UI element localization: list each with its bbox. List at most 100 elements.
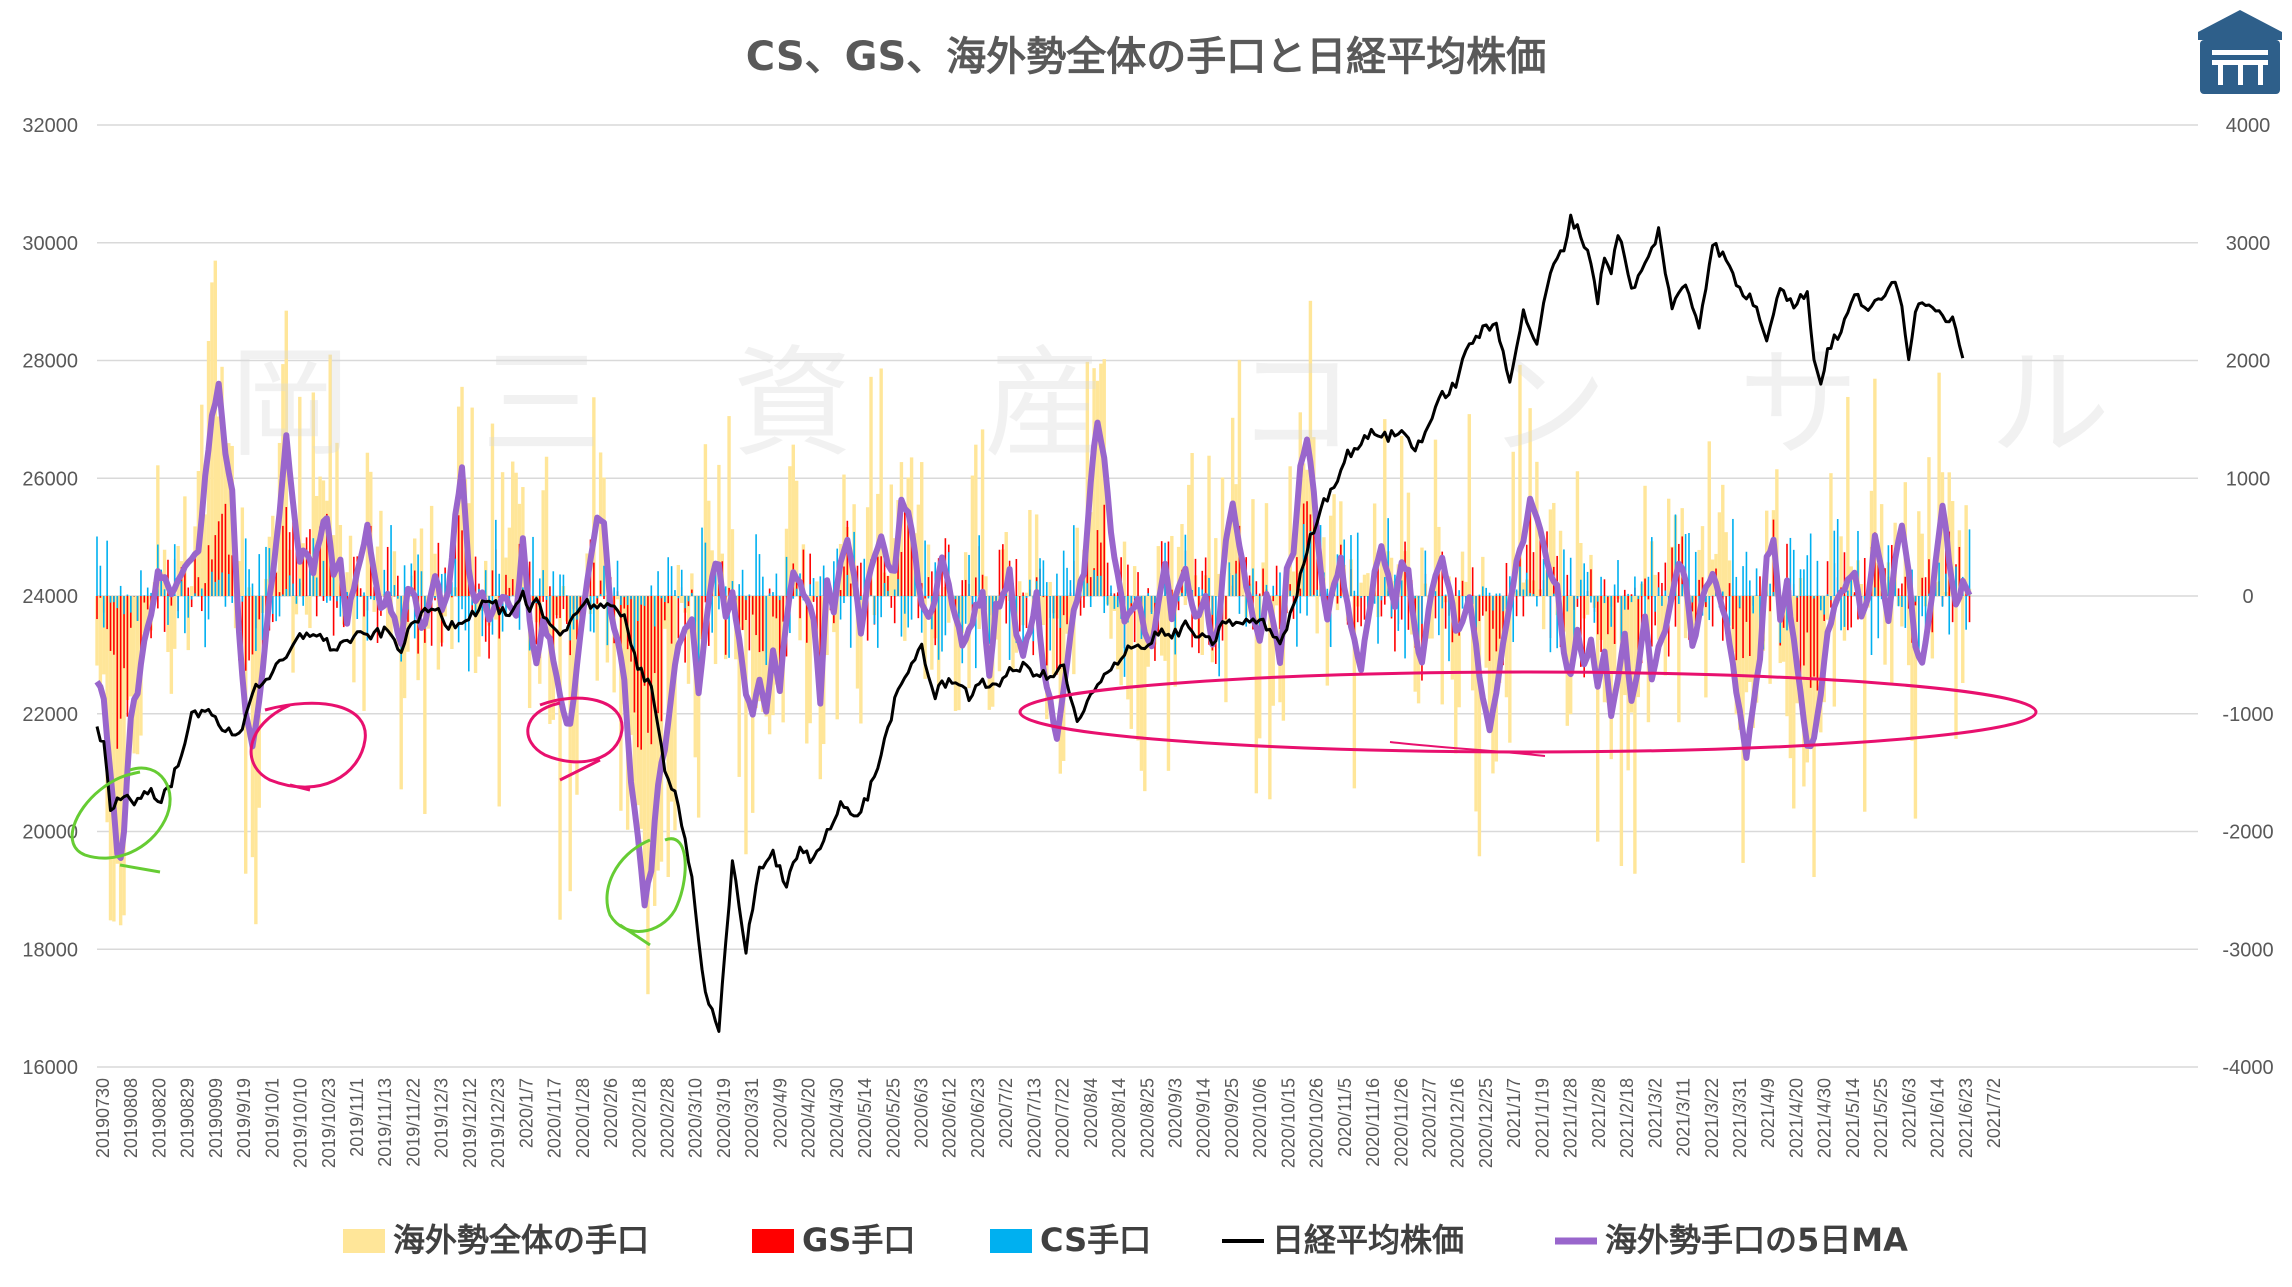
foreign-bar	[392, 551, 397, 596]
cs-bar	[1955, 566, 1957, 596]
cs-bar	[792, 596, 795, 599]
cs-bar	[1110, 585, 1112, 596]
cs-bar	[964, 596, 967, 624]
right-tick-label: 2000	[2226, 351, 2271, 373]
cs-bar	[481, 596, 484, 637]
cs-bar	[146, 587, 149, 596]
cs-bar	[1505, 596, 1508, 610]
gs-bar	[1147, 588, 1149, 596]
gs-bar	[326, 513, 328, 596]
cs-bar	[1441, 596, 1444, 609]
cs-bar	[1509, 576, 1511, 596]
x-tick-label: 2019/11/22	[403, 1078, 423, 1167]
cs-bar	[194, 593, 196, 596]
cs-bar	[1847, 590, 1849, 596]
gs-bar	[907, 513, 909, 596]
gs-bar	[1454, 577, 1457, 596]
foreign-bar	[1656, 596, 1661, 640]
cs-bar	[1306, 596, 1308, 616]
cs-bar	[484, 570, 487, 596]
cs-bar	[1414, 596, 1416, 599]
gs-bar	[748, 596, 751, 651]
x-tick-label: 2021/3/2	[1645, 1078, 1665, 1148]
gs-bar	[883, 554, 886, 596]
gs-bar	[981, 574, 984, 596]
cs-bar	[1045, 582, 1048, 596]
foreign-bar	[1484, 596, 1488, 668]
x-tick-label: 2020/12/7	[1420, 1078, 1440, 1158]
gs-bar	[413, 570, 416, 596]
cs-bar	[1901, 596, 1903, 608]
cs-bar	[1482, 586, 1484, 596]
foreign-bar	[1724, 532, 1728, 596]
cs-bar	[1245, 596, 1247, 627]
foreign-bar	[1028, 509, 1032, 596]
x-tick-label: 2019/11/1	[347, 1078, 367, 1157]
cs-bar	[1522, 589, 1525, 596]
gs-bar	[623, 596, 626, 609]
gs-bar	[1661, 582, 1663, 596]
gs-bar	[1106, 562, 1109, 596]
foreign-bar	[308, 596, 312, 629]
x-tick-label: 20190730	[93, 1078, 113, 1158]
gs-bar	[931, 571, 933, 596]
watermark: 岡三資産コンサル	[230, 335, 2110, 474]
cs-bar	[731, 581, 734, 596]
foreign-bar	[791, 444, 795, 596]
cs-bar	[1235, 573, 1237, 596]
cs-bar	[1721, 591, 1724, 596]
gs-bar	[1951, 596, 1954, 623]
cs-bar	[1573, 596, 1575, 644]
cs-bar	[1069, 580, 1072, 596]
foreign-bar	[1224, 596, 1228, 703]
foreign-bar	[1859, 584, 1864, 596]
cs-bar	[1948, 596, 1951, 635]
foreign-bar	[1927, 457, 1931, 596]
cs-bar	[704, 542, 707, 596]
gs-bar	[724, 596, 727, 655]
cs-bar	[1735, 576, 1738, 596]
cs-bar	[167, 596, 169, 625]
cs-bar	[748, 594, 751, 596]
cs-bar	[542, 570, 544, 596]
cs-bar	[680, 569, 683, 596]
x-tick-label: 2020/10/6	[1250, 1078, 1270, 1158]
cs-bar	[687, 596, 690, 602]
cs-bar	[106, 540, 108, 596]
x-tick-label: 2020/1/28	[573, 1078, 593, 1158]
foreign-bar	[1011, 596, 1015, 671]
cs-bar	[1144, 596, 1146, 631]
foreign-bar	[227, 443, 231, 596]
cs-bar	[1627, 593, 1629, 596]
foreign-bar	[1454, 596, 1458, 754]
foreign-bar	[1883, 596, 1887, 665]
foreign-bar	[1379, 550, 1384, 596]
cs-bar	[626, 596, 629, 606]
foreign-bar	[629, 596, 633, 735]
x-tick-label: 2020/4/30	[827, 1078, 847, 1158]
cs-bar	[640, 596, 642, 605]
right-tick-label: 3000	[2226, 233, 2271, 255]
gs-bar	[566, 596, 568, 624]
gs-bar	[1201, 570, 1204, 596]
gs-bar	[1657, 572, 1660, 596]
cs-bar	[893, 589, 896, 596]
gs-bar	[718, 584, 720, 596]
cs-bar	[1897, 596, 1900, 607]
cs-bar	[1211, 596, 1214, 615]
cs-bar	[1103, 596, 1106, 614]
foreign-bar	[1143, 596, 1147, 792]
gs-bar	[593, 562, 595, 596]
gs-bar	[751, 596, 754, 615]
cs-bar	[332, 570, 335, 596]
foreign-bar	[298, 396, 302, 596]
foreign-bar	[1109, 596, 1113, 639]
cs-bar	[589, 596, 592, 632]
gs-bar	[1809, 596, 1812, 688]
cs-bar	[99, 565, 102, 596]
foreign-bar	[132, 596, 136, 754]
legend-item-ma: 海外勢手口の5日MA	[1555, 1221, 1908, 1259]
cs-bar	[873, 596, 876, 625]
cs-bar	[1904, 596, 1907, 628]
foreign-bar	[1737, 596, 1742, 730]
